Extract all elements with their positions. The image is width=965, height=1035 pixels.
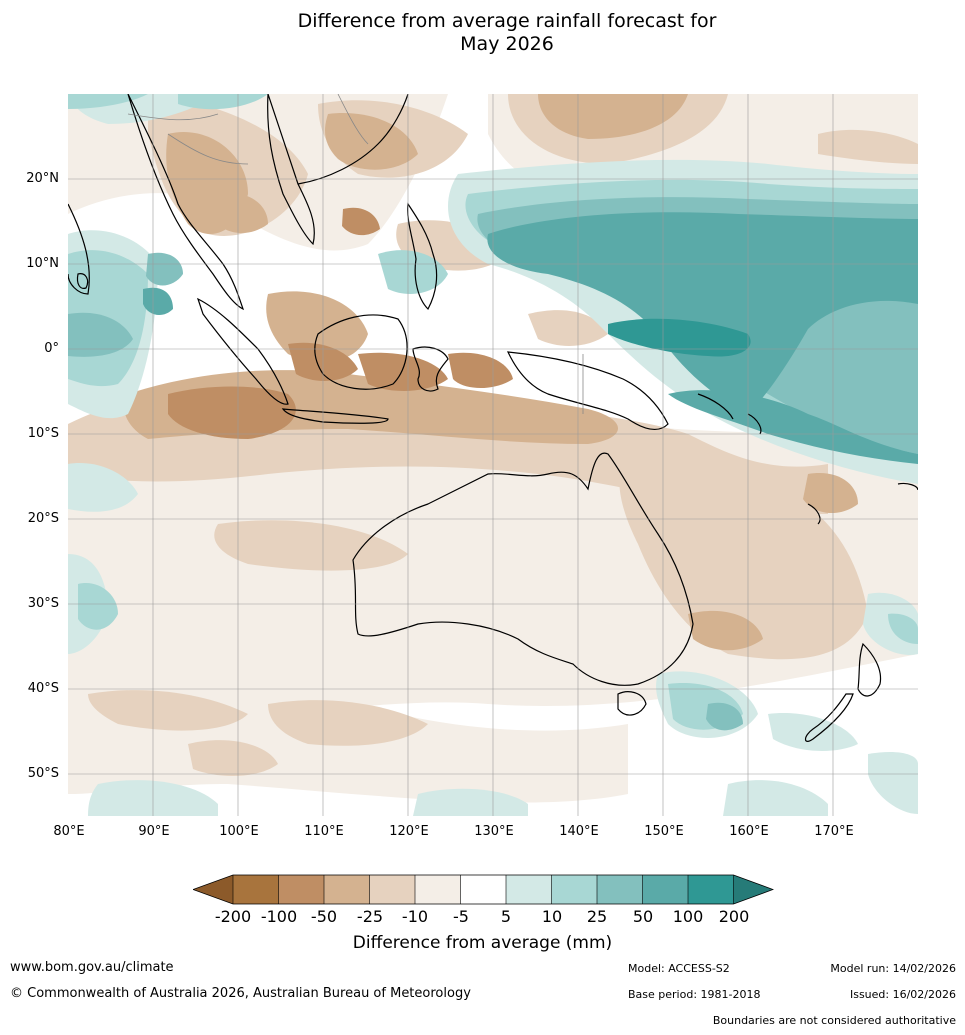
colorbar-bin-minus50	[324, 875, 370, 904]
lat-label-10s: 10°S	[27, 426, 59, 441]
colorbar-bin-p50	[642, 875, 688, 904]
country-boundaries	[127, 94, 584, 414]
colorbar	[193, 874, 774, 905]
lat-label-20s: 20°S	[27, 511, 59, 526]
title-line-2: May 2026	[460, 33, 554, 55]
colorbar-bin-p10	[551, 875, 597, 904]
lat-label-20n: 20°N	[26, 171, 59, 186]
rainfall-anomaly-map	[68, 94, 918, 816]
title-line-1: Difference from average rainfall forecas…	[297, 10, 717, 32]
lon-label-110e: 110°E	[304, 824, 344, 839]
colorbar-tick: 50	[632, 907, 654, 926]
colorbar-tick: 25	[586, 907, 608, 926]
colorbar-tick: 5	[500, 907, 512, 926]
lon-label-170e: 170°E	[814, 824, 854, 839]
anomaly-p100-200	[608, 318, 751, 357]
colorbar-tick: -100	[260, 907, 298, 926]
boundaries-disclaimer: Boundaries are not considered authoritat…	[712, 1014, 956, 1027]
model-name: Model: ACCESS-S2	[628, 962, 730, 975]
colorbar-tick: -50	[310, 907, 338, 926]
graticule	[68, 94, 918, 816]
issued-date: Issued: 16/02/2026	[849, 988, 956, 1001]
colorbar-tick: -5	[453, 907, 469, 926]
bom-url-link[interactable]: www.bom.gov.au/climate	[10, 960, 174, 975]
anomaly-minus50-100	[168, 207, 513, 439]
model-run-date: Model run: 14/02/2026	[830, 962, 956, 975]
lon-label-130e: 130°E	[474, 824, 514, 839]
map-title: Difference from average rainfall forecas…	[0, 10, 965, 56]
lon-label-150e: 150°E	[644, 824, 684, 839]
colorbar-tick: -10	[401, 907, 429, 926]
colorbar-bin-minus100	[278, 875, 324, 904]
colorbar-bin-p25	[597, 875, 643, 904]
coastlines	[68, 94, 918, 742]
lon-label-160e: 160°E	[729, 824, 769, 839]
colorbar-tick: -200	[214, 907, 252, 926]
map-canvas	[68, 94, 918, 816]
colorbar-arrow-high	[733, 875, 773, 904]
colorbar-bin-neutral	[460, 875, 506, 904]
lat-label-10n: 10°N	[26, 256, 59, 271]
colorbar-tick: 100	[672, 907, 704, 926]
copyright-text: © Commonwealth of Australia 2026, Austra…	[10, 986, 471, 1001]
lat-label-50s: 50°S	[27, 766, 59, 781]
lon-label-90e: 90°E	[138, 824, 170, 839]
colorbar-bin-minus25	[369, 875, 415, 904]
colorbar-bin-p100	[688, 875, 734, 904]
colorbar-label: Difference from average (mm)	[352, 933, 613, 953]
colorbar-arrow-low	[193, 875, 233, 904]
lon-label-120e: 120°E	[389, 824, 429, 839]
lat-label-0: 0°	[44, 341, 59, 356]
anomaly-p50-100	[143, 212, 918, 464]
lat-label-40s: 40°S	[27, 681, 59, 696]
lon-label-100e: 100°E	[219, 824, 259, 839]
base-period: Base period: 1981-2018	[628, 988, 761, 1001]
colorbar-bin-minus10	[415, 875, 461, 904]
lon-label-140e: 140°E	[559, 824, 599, 839]
lon-label-80e: 80°E	[53, 824, 85, 839]
colorbar-tick: 10	[541, 907, 563, 926]
colorbar-tick: -25	[356, 907, 384, 926]
colorbar-bin-p5	[506, 875, 552, 904]
colorbar-bin-minus200	[233, 875, 279, 904]
lat-label-30s: 30°S	[27, 596, 59, 611]
colorbar-tick: 200	[718, 907, 750, 926]
